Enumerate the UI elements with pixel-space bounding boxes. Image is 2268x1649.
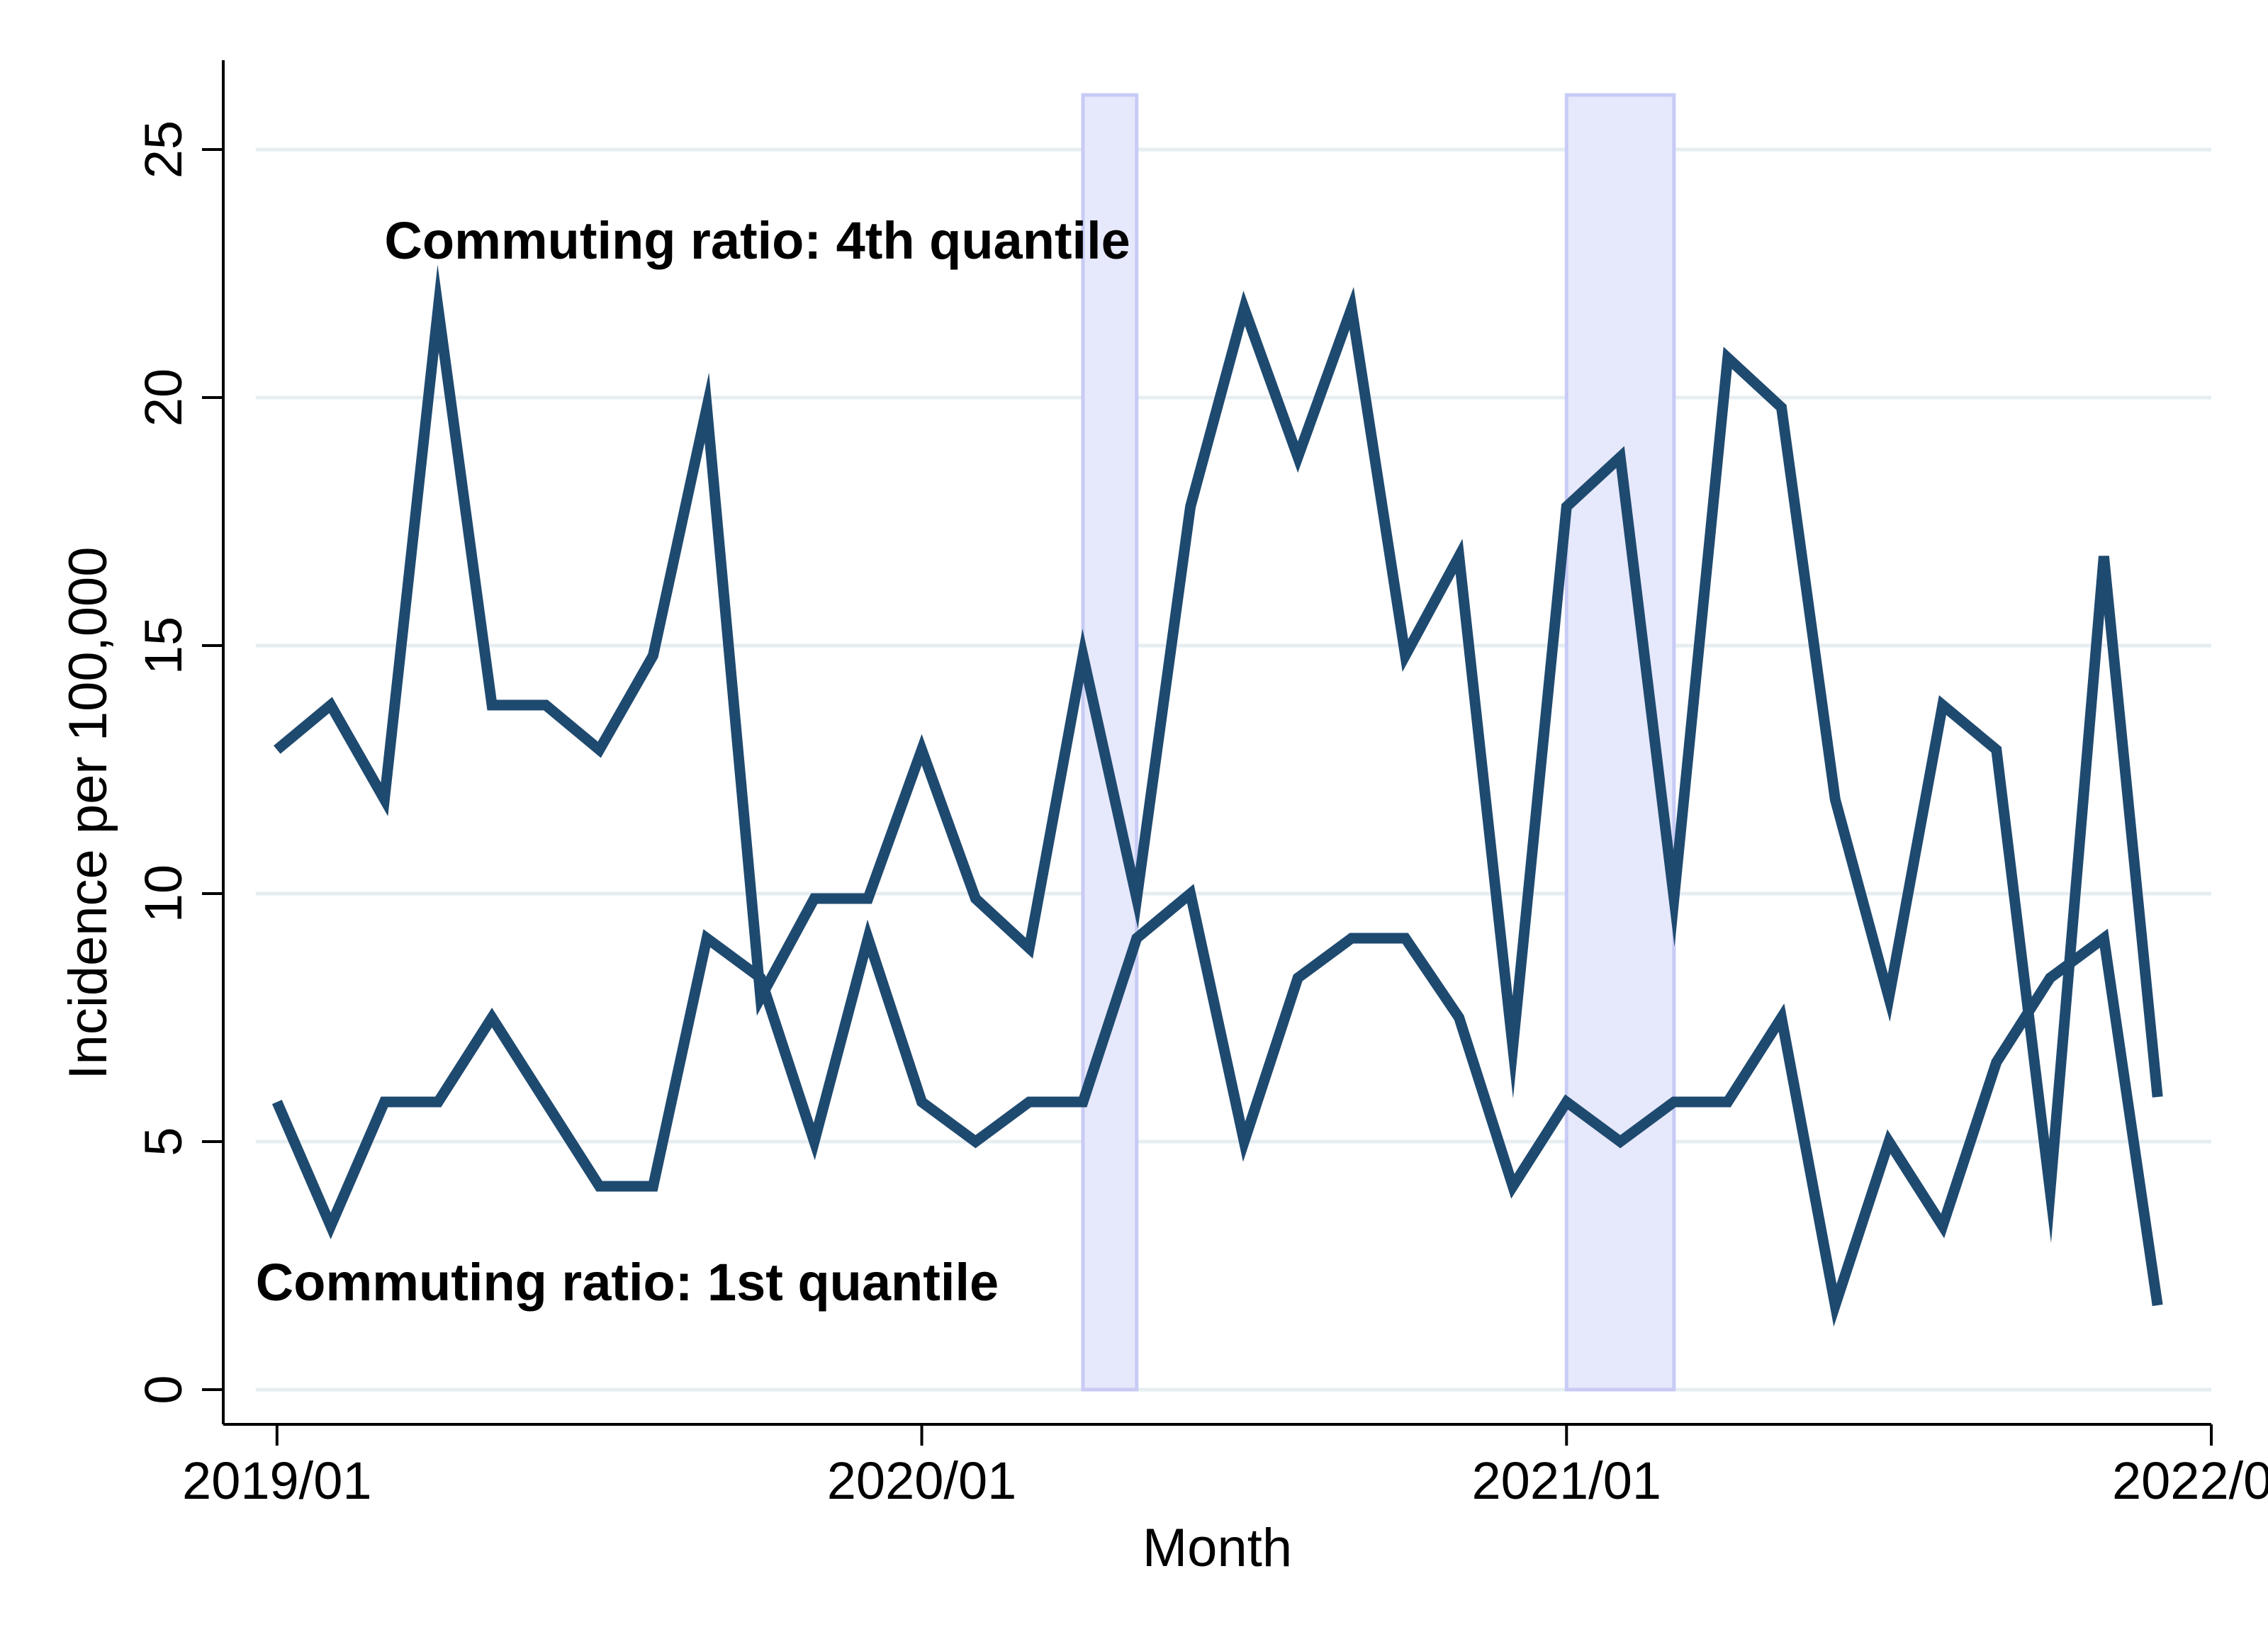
shaded-period [1081,93,1139,1392]
x-tick-label: 2020/01 [827,1451,1017,1510]
annotation-label: Commuting ratio: 4th quantile [384,211,1130,270]
shaded-periods [1081,93,1676,1392]
y-tick-label: 10 [134,865,193,923]
ticks: 0 5 10 15 20 25 2019/01 2020/01 2021/01 2022/01 [134,120,2268,1510]
x-tick-label: 2022/01 [2112,1451,2268,1510]
x-axis-title: Month [1143,1518,1292,1578]
annotations: Commuting ratio: 4th quantile Commuting r… [256,211,1130,1312]
annotation-label: Commuting ratio: 1st quantile [256,1253,999,1312]
y-tick-label: 0 [134,1375,193,1404]
y-tick-label: 25 [134,120,193,179]
gridlines [255,147,2211,1392]
y-tick-label: 20 [134,368,193,427]
x-tick-label: 2019/01 [182,1451,372,1510]
series-line [271,884,2163,1327]
y-axis-title: Incidence per 100,000 [58,546,118,1079]
series-lines [271,264,2163,1327]
x-tick-label: 2021/01 [1472,1451,1662,1510]
y-tick-label: 15 [134,617,193,675]
series-line [274,264,2163,1244]
y-tick-label: 5 [134,1127,193,1156]
axes [222,60,2211,1426]
